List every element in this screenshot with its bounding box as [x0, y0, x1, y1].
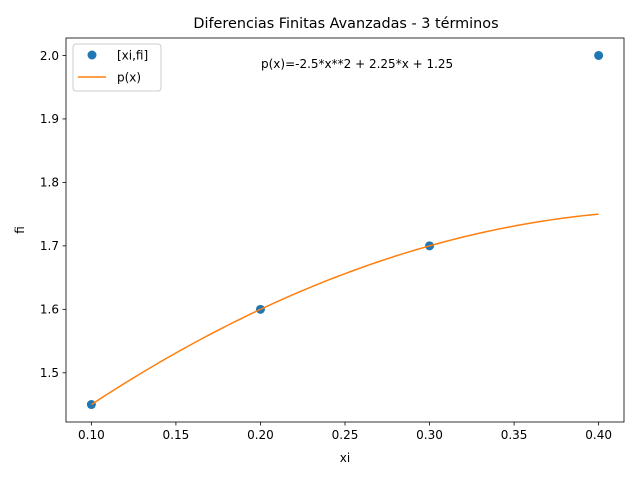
x-tick-label: 0.15: [163, 428, 190, 442]
legend-label-scatter: [xi,fi]: [117, 49, 148, 63]
y-tick-label: 2.0: [40, 49, 59, 63]
x-tick-label: 0.20: [247, 428, 274, 442]
x-tick-label: 0.35: [501, 428, 528, 442]
y-tick-label: 1.7: [40, 239, 59, 253]
x-axis-label: xi: [340, 451, 350, 465]
x-tick-label: 0.25: [332, 428, 359, 442]
polynomial-annotation: p(x)=-2.5*x**2 + 2.25*x + 1.25: [261, 57, 453, 71]
series-line-layer: [90, 213, 599, 406]
y-tick-label: 1.6: [40, 303, 59, 317]
axes-frame: [65, 37, 625, 423]
y-tick-label: 1.9: [40, 112, 59, 126]
chart-title: Diferencias Finitas Avanzadas - 3 términ…: [193, 16, 498, 32]
x-axis: 0.10 0.15 0.20 0.25 0.30 0.35 0.40: [78, 422, 612, 442]
x-tick-label: 0.40: [585, 428, 612, 442]
axes-background: [66, 38, 624, 422]
y-axis-label: fi: [13, 226, 27, 234]
x-tick-label: 0.10: [78, 428, 105, 442]
y-tick-label: 1.8: [40, 176, 59, 190]
data-point: [594, 50, 604, 60]
legend-label-line: p(x): [117, 71, 141, 85]
legend-scatter-marker-icon: [87, 50, 97, 60]
x-tick-label: 0.30: [416, 428, 443, 442]
legend: [xi,fi] p(x): [72, 43, 162, 92]
y-axis: 1.5 1.6 1.7 1.8 1.9 2.0: [40, 49, 66, 380]
y-tick-label: 1.5: [40, 366, 59, 380]
polynomial-curve: [90, 213, 599, 406]
plot-area: p(x)=-2.5*x**2 + 2.25*x + 1.25: [66, 38, 624, 422]
